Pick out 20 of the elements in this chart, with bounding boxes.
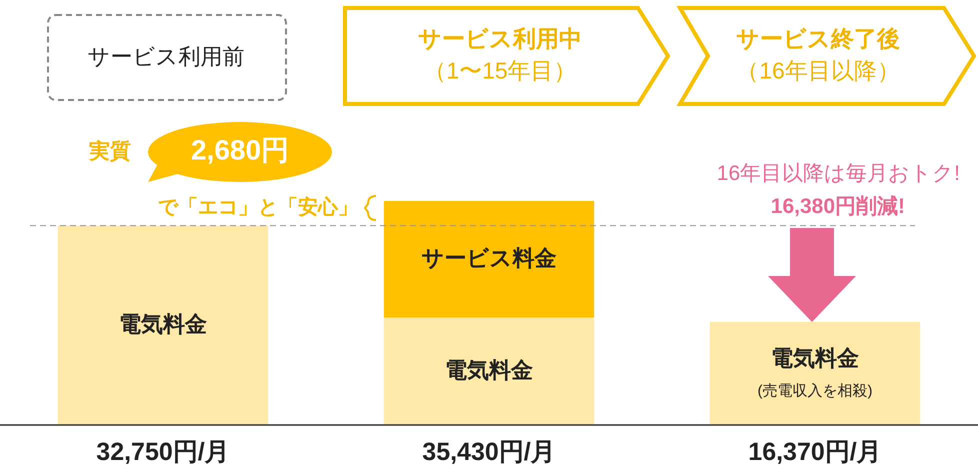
text: 16,370円/月 (748, 438, 882, 466)
bar (384, 317, 594, 425)
series-label: サービス料金 (422, 245, 556, 270)
annotation: で「エコ」と「安心」 (158, 196, 358, 219)
text: 実質 (88, 138, 131, 163)
text: 電気料金 (119, 311, 207, 336)
text: 32,750円/月 (96, 438, 230, 466)
x-tick-label: サービス終了後（16年目以降） (736, 25, 900, 84)
text: 2,680円 (190, 134, 290, 166)
text: 35,430円/月 (422, 438, 556, 466)
annotation: (売電収入を相殺) (758, 382, 872, 400)
series-label: 電気料金 (771, 346, 859, 371)
text: 電気料金 (445, 357, 533, 382)
x-tick-label: サービス利用中（1〜15年目） (418, 25, 582, 84)
x-tick-label: サービス利用前 (88, 44, 244, 70)
bar (58, 226, 268, 425)
text: 16年目以降は毎月おトク! (716, 162, 960, 185)
bar (384, 201, 594, 318)
annotation: 16,380円削減! (770, 194, 905, 218)
bar (710, 322, 920, 425)
